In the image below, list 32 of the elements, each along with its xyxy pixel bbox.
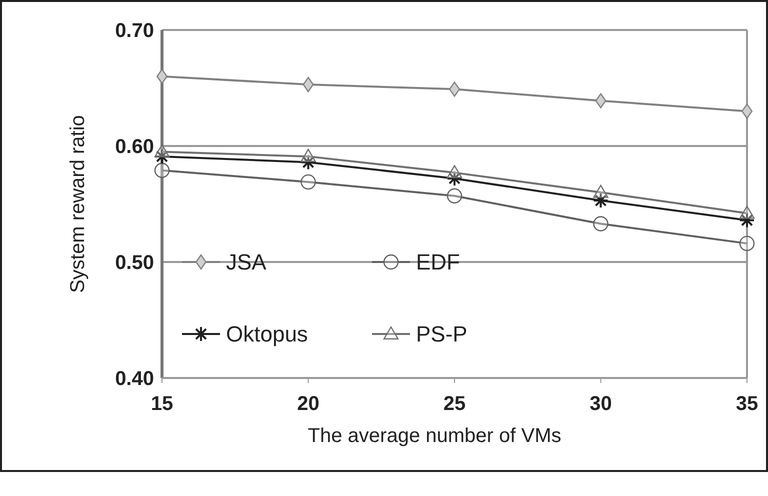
point — [595, 93, 606, 108]
point — [739, 236, 755, 252]
point — [449, 82, 460, 97]
point — [302, 76, 314, 92]
x-axis-title: The average number of VMs — [308, 425, 562, 447]
y-tick-label: 0.70 — [115, 20, 154, 42]
x-tick-label: 35 — [736, 393, 758, 415]
y-axis-title: System reward ratio — [67, 115, 89, 293]
legend-label: EDF — [416, 250, 460, 275]
point — [446, 170, 462, 186]
y-tick-label: 0.40 — [115, 368, 154, 390]
point — [446, 188, 462, 204]
point — [154, 162, 170, 178]
x-tick-label: 30 — [590, 393, 612, 415]
point — [593, 216, 608, 232]
x-tick-label: 20 — [297, 393, 320, 415]
point — [742, 104, 752, 119]
point — [739, 212, 755, 228]
point — [446, 165, 462, 178]
legend-label: PS-P — [416, 322, 468, 347]
legend-label: Oktopus — [226, 322, 308, 347]
point — [592, 192, 609, 209]
point — [300, 174, 316, 190]
y-tick-label: 0.50 — [115, 252, 154, 274]
x-tick-label: 15 — [150, 393, 174, 415]
legend-label: JSA — [226, 250, 267, 275]
point — [156, 68, 168, 84]
x-tick-label: 25 — [443, 393, 466, 415]
point — [300, 148, 316, 162]
y-tick-label: 0.60 — [115, 136, 154, 158]
point — [739, 206, 755, 219]
point — [593, 184, 608, 198]
